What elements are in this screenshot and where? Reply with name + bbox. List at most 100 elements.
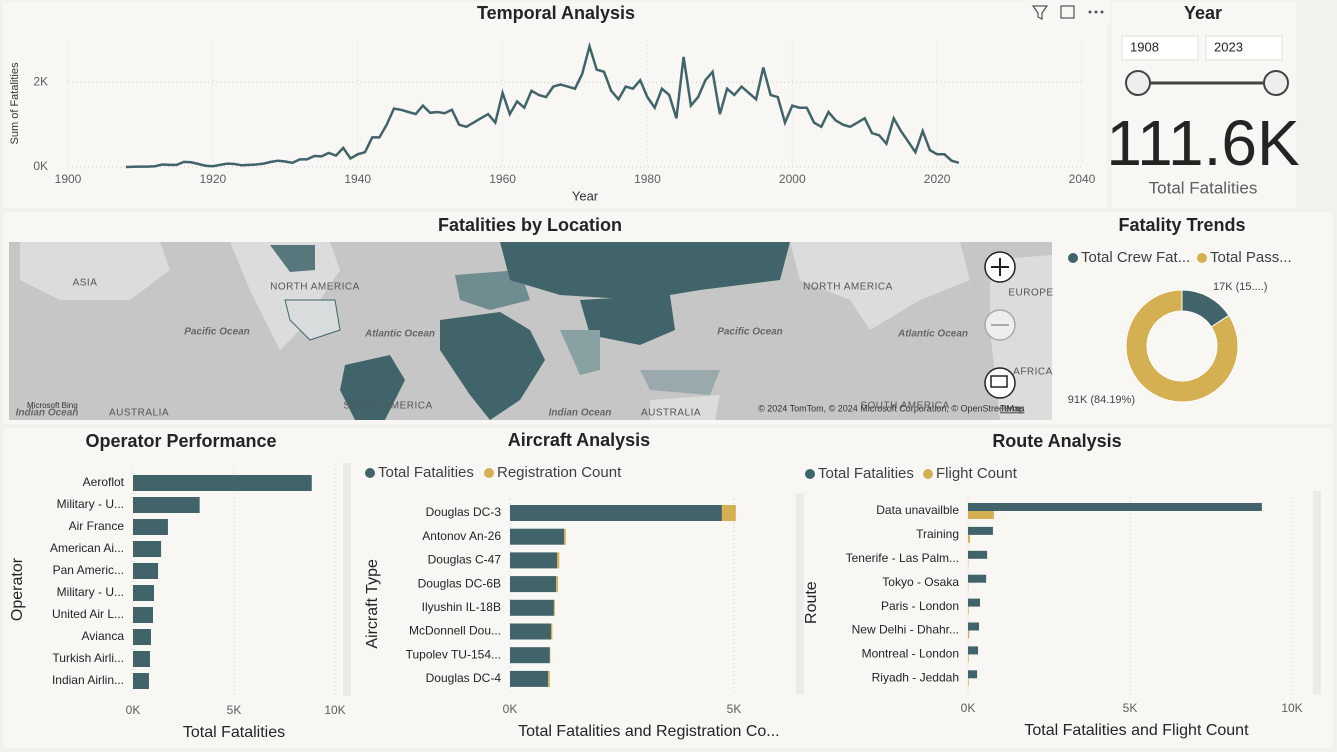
y-axis-title: Aircraft Type (364, 559, 381, 649)
chart-title: Aircraft Analysis (508, 430, 650, 450)
slider-handle[interactable] (1263, 70, 1289, 96)
bar (133, 563, 159, 579)
y-tick-label: Military - U... (57, 585, 124, 599)
bar (553, 599, 555, 616)
x-tick-label: 1920 (200, 172, 227, 186)
y-tick-label: Military - U... (57, 497, 124, 511)
start-box[interactable] (1121, 35, 1199, 61)
bar (968, 670, 978, 679)
map-terms[interactable]: Terms (1000, 403, 1025, 413)
y-tick-label: Turkish Airli... (52, 651, 124, 665)
x-tick-label: 2040 (1069, 172, 1096, 186)
country (640, 370, 720, 395)
land (20, 242, 170, 300)
map-label: SOUTH AMERICA (343, 401, 432, 412)
x-tick-label: 5K (1123, 701, 1138, 715)
y-tick-label: United Air L... (52, 607, 124, 621)
x-tick-label: 0K (503, 702, 518, 716)
year-slicer: Year 1908 2023 (1121, 3, 1289, 96)
map-label: Pacific Ocean (184, 327, 250, 338)
legend-marker (484, 468, 494, 478)
legend-label: Total Fatalities (378, 464, 474, 481)
chart-title: Fatality Trends (1118, 215, 1245, 235)
y-tick-label: Avianca (82, 629, 125, 643)
y-tick-label: Ilyushin IL-18B (422, 600, 501, 614)
slider-handle[interactable] (1125, 70, 1151, 96)
more-icon[interactable] (1088, 10, 1104, 14)
bar (968, 630, 970, 639)
y-axis-title: Route (803, 581, 820, 624)
legend-marker (805, 469, 815, 479)
map-label: SOUTH AMERICA (860, 401, 949, 412)
y-tick-label: 0K (33, 159, 48, 173)
legend-marker (1068, 253, 1078, 263)
x-tick-label: 0K (126, 703, 141, 717)
line-series (125, 41, 960, 169)
slicer-end: 2023 (1214, 39, 1243, 54)
map-label: Pacific Ocean (717, 327, 783, 338)
bar (968, 598, 980, 607)
y-tick-label: Douglas DC-6B (418, 576, 501, 590)
map-controls (984, 251, 1016, 399)
bar (556, 576, 558, 593)
x-tick-label: 1980 (634, 172, 661, 186)
map-brand: Microsoft Bing (27, 401, 78, 410)
dot (1088, 10, 1092, 14)
map-label: Atlantic Ocean (364, 329, 435, 340)
bar (133, 607, 153, 623)
bar (968, 526, 993, 535)
x-axis-title: Total Fatalities (183, 724, 285, 741)
y-tick-label: Pan Americ... (53, 563, 124, 577)
bar (510, 505, 722, 521)
legend-label: Total Crew Fat... (1081, 249, 1190, 266)
country (580, 295, 675, 345)
bar (133, 541, 162, 557)
y-tick-label: McDonnell Dou... (409, 624, 501, 638)
country (500, 242, 790, 300)
map-label: Atlantic Ocean (897, 329, 968, 340)
y-tick-label: Aeroflot (83, 475, 125, 489)
map-label: EUROPE (1008, 288, 1053, 299)
map[interactable] (9, 242, 1052, 420)
select-icon (990, 375, 1008, 388)
x-tick-label: 1940 (344, 172, 371, 186)
y-tick-label: New Delhi - Dhahr... (852, 623, 959, 637)
bar (133, 629, 151, 645)
legend-label: Flight Count (936, 465, 1018, 482)
bar (968, 574, 987, 583)
bar (133, 651, 150, 667)
y-tick-label: American Ai... (50, 541, 124, 555)
x-axis-title: Total Fatalities and Flight Count (1024, 722, 1249, 739)
card-label: Total Fatalities (1149, 178, 1258, 197)
y-tick-label: Douglas C-47 (428, 553, 502, 567)
x-tick-label: 2000 (779, 172, 806, 186)
x-axis-title: Total Fatalities and Registration Co... (518, 723, 779, 740)
y-tick-label: Douglas DC-4 (426, 671, 502, 685)
y-tick-label: Tupolev TU-154... (406, 647, 501, 661)
bar (968, 622, 980, 631)
y-tick-label: Tenerife - Las Palm... (846, 551, 959, 565)
country (284, 299, 341, 341)
bar (548, 670, 550, 687)
bar (133, 475, 312, 491)
y-tick-label: Riyadh - Jeddah (872, 670, 959, 684)
bar (968, 646, 979, 655)
bar (550, 623, 553, 640)
focus-icon[interactable] (1060, 5, 1075, 19)
map-label: NORTH AMERICA (803, 282, 893, 293)
legend-label: Registration Count (497, 464, 622, 481)
y-tick-label: Data unavailble (876, 503, 959, 517)
bar (510, 576, 557, 593)
map-label: Indian Ocean (549, 408, 612, 419)
scroll-track (1312, 491, 1321, 695)
bar (510, 623, 551, 640)
map-label: ASIA (73, 278, 98, 289)
end-box[interactable] (1205, 35, 1283, 61)
y-tick-label: Training (916, 527, 959, 541)
map-title: Fatalities by Location (438, 215, 622, 235)
select-tool[interactable] (984, 367, 1016, 399)
bar (968, 503, 1262, 511)
filter-icon[interactable] (1031, 5, 1049, 20)
y-tick-label: Indian Airlin... (52, 673, 124, 687)
